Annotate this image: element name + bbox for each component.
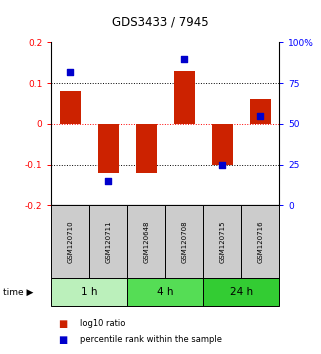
Text: ■: ■ bbox=[58, 335, 67, 345]
FancyBboxPatch shape bbox=[203, 278, 279, 306]
FancyBboxPatch shape bbox=[51, 205, 89, 278]
Bar bbox=[98, 124, 119, 173]
Bar bbox=[60, 91, 81, 124]
Text: 24 h: 24 h bbox=[230, 287, 253, 297]
FancyBboxPatch shape bbox=[51, 278, 127, 306]
Text: GSM120716: GSM120716 bbox=[257, 220, 263, 263]
Text: GSM120648: GSM120648 bbox=[143, 220, 149, 263]
FancyBboxPatch shape bbox=[241, 205, 279, 278]
Text: percentile rank within the sample: percentile rank within the sample bbox=[80, 335, 222, 344]
FancyBboxPatch shape bbox=[89, 205, 127, 278]
Text: GSM120708: GSM120708 bbox=[181, 220, 187, 263]
Text: 1 h: 1 h bbox=[81, 287, 98, 297]
Bar bbox=[212, 124, 233, 165]
Text: 4 h: 4 h bbox=[157, 287, 174, 297]
Text: ■: ■ bbox=[58, 319, 67, 329]
FancyBboxPatch shape bbox=[127, 278, 203, 306]
FancyBboxPatch shape bbox=[165, 205, 203, 278]
Bar bbox=[136, 124, 157, 173]
Text: GSM120715: GSM120715 bbox=[219, 220, 225, 263]
FancyBboxPatch shape bbox=[127, 205, 165, 278]
Text: GDS3433 / 7945: GDS3433 / 7945 bbox=[112, 16, 209, 29]
FancyBboxPatch shape bbox=[203, 205, 241, 278]
Text: GSM120711: GSM120711 bbox=[105, 220, 111, 263]
Text: time ▶: time ▶ bbox=[3, 287, 34, 297]
Text: log10 ratio: log10 ratio bbox=[80, 319, 126, 329]
Point bbox=[106, 178, 111, 184]
Bar bbox=[250, 99, 271, 124]
Point bbox=[258, 113, 263, 119]
Point bbox=[182, 56, 187, 62]
Point bbox=[68, 69, 73, 75]
Bar bbox=[174, 71, 195, 124]
Point bbox=[220, 162, 225, 167]
Text: GSM120710: GSM120710 bbox=[67, 220, 74, 263]
